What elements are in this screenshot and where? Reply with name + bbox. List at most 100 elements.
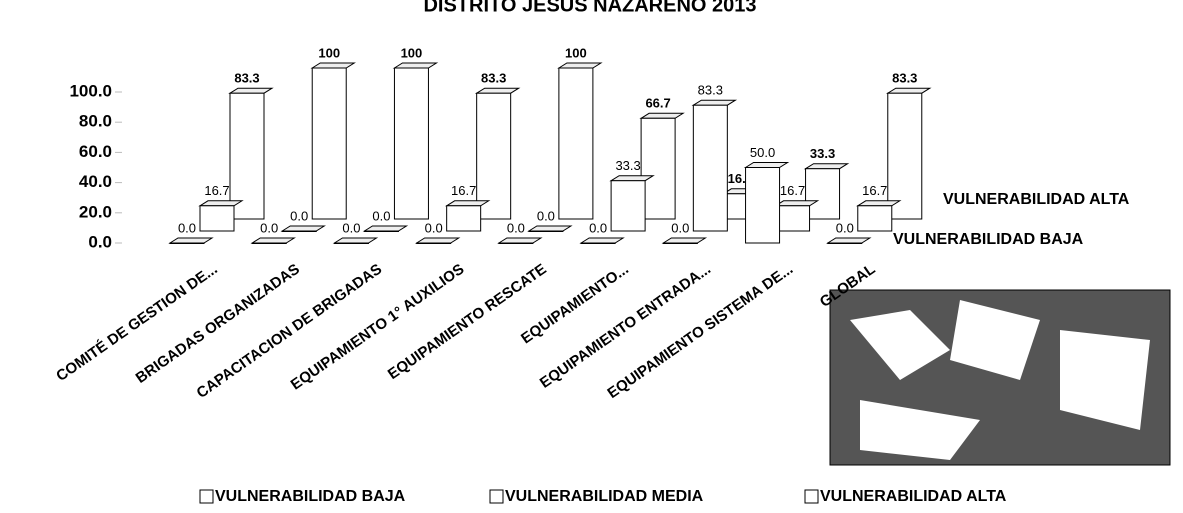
- value-label: 0.0: [260, 220, 278, 235]
- value-label: 83.3: [892, 71, 917, 86]
- bar-top: [773, 200, 820, 207]
- value-label: 0.0: [836, 220, 854, 235]
- bar: [610, 180, 646, 232]
- bar-top: [856, 200, 902, 207]
- bar: [857, 205, 893, 232]
- bar-top: [691, 99, 738, 106]
- bar: [887, 92, 923, 220]
- y-tick-label: 60.0: [79, 142, 112, 161]
- bar-top: [310, 62, 356, 69]
- bar-top: [826, 237, 872, 244]
- bar-top: [497, 237, 543, 244]
- depth-label: VULNERABILIDAD ALTA: [943, 191, 1130, 208]
- y-tick-label: 80.0: [79, 112, 112, 131]
- value-label: 83.3: [481, 71, 506, 86]
- bar: [805, 168, 841, 220]
- bar: [827, 242, 863, 244]
- legend-label: VULNERABILIDAD ALTA: [820, 488, 1007, 505]
- bar: [251, 242, 287, 244]
- value-label: 33.3: [810, 146, 835, 161]
- bar: [476, 92, 512, 220]
- bar-top: [579, 237, 625, 244]
- y-tick-label: 100.0: [69, 81, 112, 100]
- photo-detail: [850, 300, 1150, 460]
- value-label: 0.0: [671, 220, 689, 235]
- value-label: 16.7: [780, 183, 805, 198]
- bar-top: [198, 200, 244, 207]
- bar: [498, 242, 534, 244]
- bar-top: [280, 225, 326, 232]
- bar: [281, 230, 317, 232]
- x-tick-label: COMITÉ DE GESTION DE...: [53, 261, 220, 385]
- value-label: 100: [401, 45, 423, 60]
- bar: [662, 242, 698, 244]
- value-label: 66.7: [645, 96, 670, 111]
- y-tick-label: 40.0: [79, 172, 112, 191]
- legend-label: VULNERABILIDAD MEDIA: [505, 488, 704, 505]
- bar-top: [444, 200, 491, 207]
- bar: [311, 67, 347, 220]
- bar: [199, 205, 235, 232]
- bar: [580, 242, 616, 244]
- legend-swatch: [804, 489, 819, 504]
- bar-top: [639, 112, 685, 119]
- bar-top: [168, 237, 214, 244]
- value-label: 0.0: [537, 208, 555, 223]
- bar-top: [474, 87, 521, 94]
- bar-top: [392, 62, 439, 69]
- bar: [229, 92, 265, 220]
- value-label: 0.0: [507, 220, 525, 235]
- value-label: 0.0: [178, 220, 196, 235]
- legend-swatch: [199, 489, 214, 504]
- bar-top: [803, 163, 850, 170]
- bar-top: [228, 87, 274, 94]
- bar: [692, 104, 728, 232]
- value-label: 0.0: [372, 208, 390, 223]
- bar: [640, 117, 676, 220]
- value-label: 0.0: [290, 208, 308, 223]
- value-label: 50.0: [750, 145, 775, 160]
- bar-top: [414, 237, 461, 244]
- bar-top: [661, 237, 708, 244]
- bar: [416, 242, 452, 244]
- value-label: 16.7: [862, 183, 887, 198]
- bar-top: [362, 225, 409, 232]
- bar: [775, 205, 811, 232]
- value-label: 100: [565, 45, 587, 60]
- bar-top: [527, 225, 573, 232]
- value-label: 16.7: [204, 183, 229, 198]
- x-tick-label: BRIGADAS ORGANIZADAS: [133, 261, 303, 387]
- bar-top: [557, 62, 603, 69]
- bar-top: [609, 175, 655, 182]
- value-label: 0.0: [342, 220, 360, 235]
- x-tick-label: EQUIPAMIENTO RESCATE: [385, 261, 550, 383]
- bar: [528, 230, 564, 232]
- value-label: 0.0: [425, 220, 443, 235]
- depth-label: VULNERABILIDAD BAJA: [893, 231, 1084, 248]
- value-label: 100: [318, 45, 340, 60]
- x-tick-label: EQUIPAMIENTO 1° AUXILIOS: [288, 261, 468, 394]
- legend-label: VULNERABILIDAD BAJA: [215, 488, 406, 505]
- value-label: 0.0: [589, 220, 607, 235]
- bar: [558, 67, 594, 220]
- value-label: 33.3: [615, 158, 640, 173]
- y-tick-label: 0.0: [88, 232, 112, 251]
- bar-top: [743, 162, 790, 168]
- y-tick-label: 20.0: [79, 202, 112, 221]
- bar-top: [886, 87, 932, 94]
- bar: [745, 167, 781, 244]
- bar: [393, 67, 429, 220]
- chart-title: DISTRITO JESUS NAZARENO 2013: [423, 0, 756, 16]
- value-label: 83.3: [234, 71, 259, 86]
- value-label: 83.3: [698, 83, 723, 98]
- bar: [169, 242, 205, 244]
- legend-swatch: [489, 489, 504, 504]
- bar: [333, 242, 369, 244]
- x-tick-label: EQUIPAMIENTO ENTRADA...: [537, 261, 714, 392]
- bar: [363, 230, 399, 232]
- bar-top: [250, 237, 296, 244]
- value-label: 16.7: [451, 183, 476, 198]
- bar-top: [332, 237, 379, 244]
- bar: [446, 205, 482, 232]
